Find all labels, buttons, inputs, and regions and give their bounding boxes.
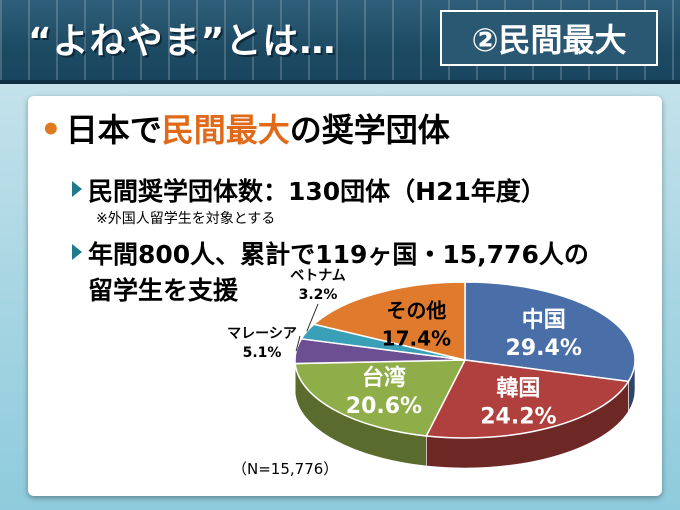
slice-3-label: マレーシア bbox=[227, 326, 297, 342]
slice-2-top bbox=[294, 359, 467, 437]
sub-bullet-support-line2: 留学生を支援 bbox=[88, 276, 239, 305]
sub-bullet-note: ※外国人留学生を対象とする bbox=[96, 211, 276, 227]
triangle-bullet-icon bbox=[72, 181, 82, 197]
slice-3-value: 5.1% bbox=[243, 345, 282, 361]
slice-5-top bbox=[312, 281, 466, 361]
slice-5-value: 17.4% bbox=[382, 326, 451, 350]
main-bullet-suffix: の奨学団体 bbox=[289, 111, 450, 149]
slice-2-value: 20.6% bbox=[346, 394, 422, 419]
slide-title: “よねやま”とは… bbox=[28, 21, 337, 62]
slice-3-leader-line bbox=[295, 335, 301, 352]
sub-bullet-count-text: 民間奨学団体数：130団体（H21年度） bbox=[88, 177, 546, 206]
section-badge: ②民間最大 bbox=[440, 10, 658, 66]
main-bullet: • 日本で民間最大の奨学団体 bbox=[40, 105, 450, 151]
slice-4-label: ベトナム bbox=[290, 268, 346, 284]
slice-1-value: 24.2% bbox=[480, 405, 556, 430]
slice-0-label: 中国 bbox=[522, 308, 566, 333]
slice-4-leader-line bbox=[306, 303, 319, 332]
slice-5-label: その他 bbox=[386, 298, 446, 322]
slice-4-value: 3.2% bbox=[299, 287, 338, 303]
slice-2-label: 台湾 bbox=[362, 365, 406, 391]
slice-1-top bbox=[425, 359, 630, 439]
slice-0-top bbox=[464, 281, 636, 383]
slice-1-label: 韓国 bbox=[496, 376, 540, 402]
slice-0-value: 29.4% bbox=[506, 336, 582, 361]
header-bar: “よねやま”とは… ②民間最大 bbox=[0, 0, 680, 84]
main-bullet-prefix: 日本で bbox=[65, 111, 162, 149]
sample-size-note: （N=15,776） bbox=[232, 460, 339, 478]
bullet-dot-icon: • bbox=[40, 110, 62, 150]
triangle-bullet-icon bbox=[72, 244, 82, 260]
sub-bullet-count: 民間奨学団体数：130団体（H21年度） bbox=[72, 172, 546, 208]
sub-bullet-support: 年間800人、累計で119ヶ国・15,776人の 留学生を支援 bbox=[72, 237, 589, 309]
sub-bullet-support-line1: 年間800人、累計で119ヶ国・15,776人の bbox=[88, 240, 589, 269]
main-bullet-highlight: 民間最大 bbox=[161, 111, 290, 149]
